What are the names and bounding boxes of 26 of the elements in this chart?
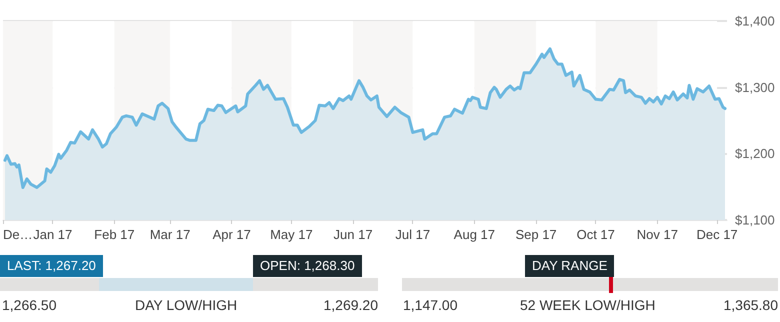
y-tick-label: $1,200: [735, 146, 775, 162]
x-tick-label: Feb 17: [94, 227, 135, 242]
x-tick-label: Apr 17: [212, 227, 251, 242]
x-tick-label: Jul 17: [395, 227, 430, 242]
x-tick-label: Jan 17: [33, 227, 72, 242]
y-tick-label: $1,100: [735, 212, 775, 228]
text: OPEN: 1,268.30: [253, 255, 362, 277]
text: DAY RANGE: [525, 255, 614, 277]
x-tick-label: Dec 17: [696, 227, 738, 242]
text: 1,147.00: [403, 296, 458, 314]
x-tick-label: Oct 17: [576, 227, 615, 242]
text: 1,365.80: [724, 296, 778, 314]
x-tick-label: Aug 17: [454, 227, 495, 242]
text: LAST: 1,267.20: [0, 255, 103, 277]
y-tick-label: $1,400: [735, 14, 775, 28]
x-tick-label: Nov 17: [636, 227, 678, 242]
x-tick-label: Sep 17: [515, 227, 557, 242]
x-tick-label: Jun 17: [334, 227, 373, 242]
x-tick-label: De…: [3, 227, 33, 242]
text: DAY LOW/HIGH: [135, 296, 238, 314]
x-tick-label: Mar 17: [150, 227, 190, 242]
text: 1,269.20: [324, 296, 378, 314]
text: 1,266.50: [2, 296, 56, 314]
text: 52 WEEK LOW/HIGH: [520, 296, 656, 314]
x-tick-label: May 17: [270, 227, 313, 242]
y-tick-label: $1,300: [735, 80, 775, 95]
